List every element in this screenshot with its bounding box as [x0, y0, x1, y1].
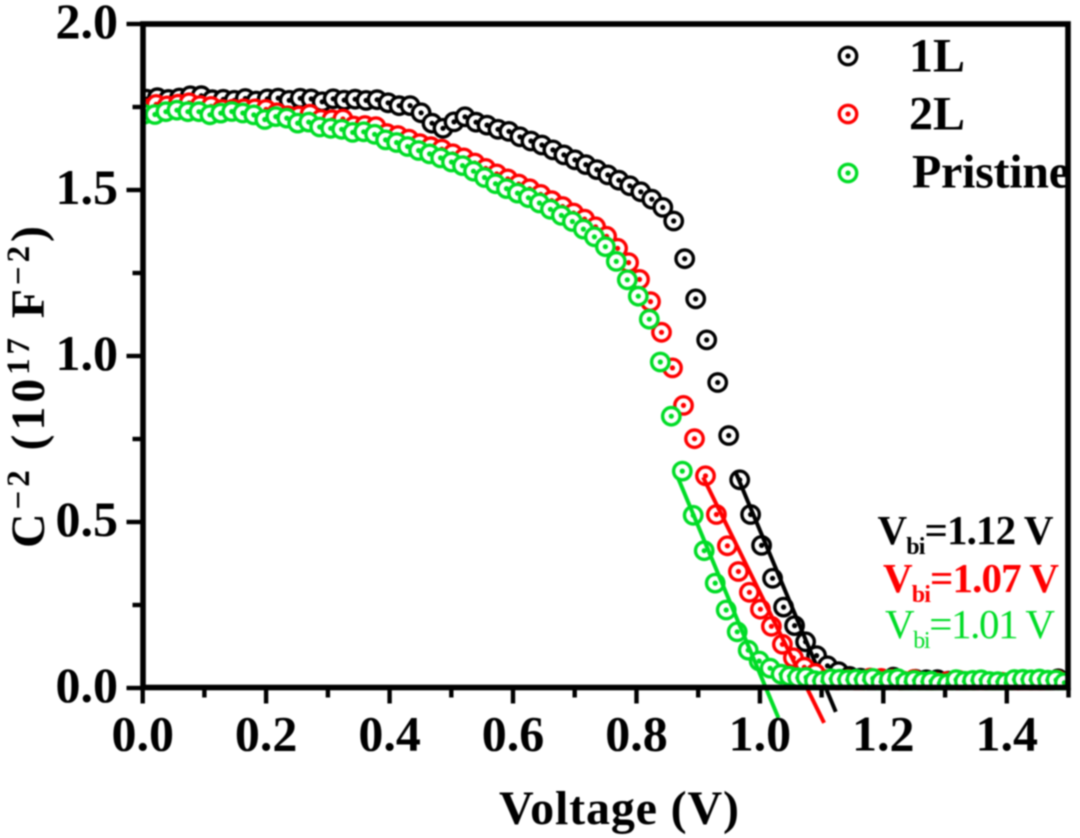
svg-text:1.0: 1.0: [729, 706, 792, 762]
svg-text:1.5: 1.5: [56, 159, 119, 215]
svg-text:1.2: 1.2: [852, 706, 915, 762]
svg-text:0.5: 0.5: [56, 491, 119, 547]
svg-text:Voltage (V): Voltage (V): [499, 782, 739, 835]
svg-text:2.0: 2.0: [56, 0, 119, 49]
svg-text:1.4: 1.4: [976, 706, 1039, 762]
svg-text:0.8: 0.8: [605, 706, 668, 762]
svg-text:1L: 1L: [909, 30, 965, 83]
svg-text:0.2: 0.2: [235, 706, 298, 762]
svg-text:2L: 2L: [909, 88, 965, 141]
svg-text:0.6: 0.6: [482, 706, 545, 762]
svg-text:0.0: 0.0: [56, 657, 119, 713]
svg-text:0.4: 0.4: [358, 706, 421, 762]
svg-text:Vbi=1.07 V: Vbi=1.07 V: [883, 555, 1059, 608]
svg-text:Vbi=1.12 V: Vbi=1.12 V: [878, 507, 1054, 560]
svg-text:0.0: 0.0: [111, 706, 174, 762]
svg-text:Pristine: Pristine: [912, 146, 1070, 199]
svg-text:1.0: 1.0: [56, 325, 119, 381]
svg-text:Vbi=1.01 V: Vbi=1.01 V: [885, 601, 1055, 654]
